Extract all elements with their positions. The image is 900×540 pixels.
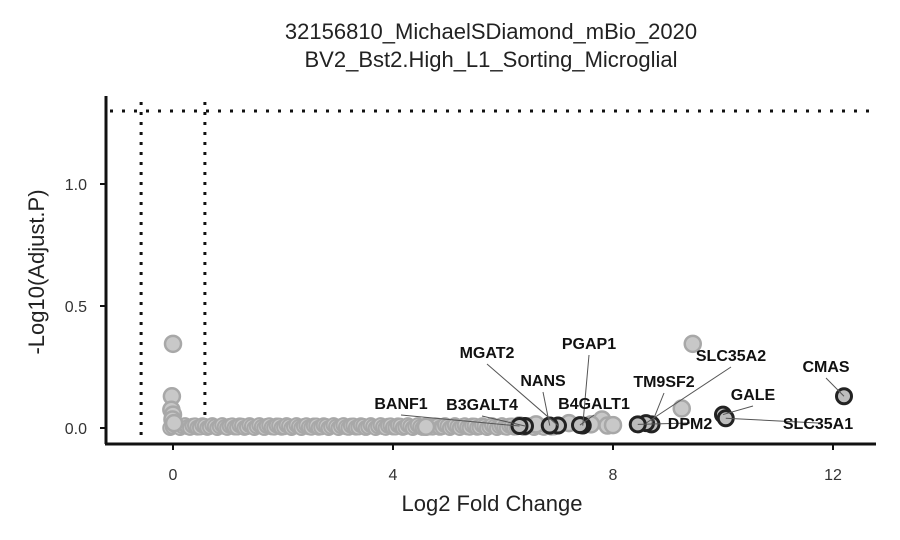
connector-b4galt1 (579, 414, 595, 426)
gene-label-mgat2: MGAT2 (460, 345, 515, 362)
chart-subtitle: BV2_Bst2.High_L1_Sorting_Microglial (304, 47, 678, 72)
gene-labels: MGAT2NANSPGAP1B4GALT1B3GALT4BANF1TM9SF2S… (374, 336, 853, 433)
connector-nans (542, 391, 551, 426)
data-point (163, 334, 183, 354)
chart-title: 32156810_MichaelSDiamond_mBio_2020 (284, 19, 698, 44)
y-axis-title: -Log10(Adjust.P) (24, 189, 49, 354)
axes: 0 4 8 12 0.0 0.5 1.0 (65, 96, 876, 484)
threshold-lines (110, 102, 876, 442)
data-point (603, 415, 623, 435)
connector-b3galt4 (481, 415, 526, 427)
x-tick-label: 0 (169, 467, 178, 484)
y-tick-label: 1.0 (65, 177, 87, 194)
y-tick-label: 0.5 (65, 299, 87, 316)
gene-label-banf1: BANF1 (374, 396, 427, 413)
x-axis-title: Log2 Fold Change (401, 491, 582, 516)
gene-label-slc35a1: SLC35A1 (783, 416, 853, 433)
y-tick-label: 0.0 (65, 421, 87, 438)
connector-gale (722, 405, 754, 416)
connector-mgat2 (486, 363, 559, 426)
connector-cmas (825, 377, 845, 397)
x-tick-label: 8 (609, 467, 618, 484)
connector-tm9sf2 (651, 392, 665, 425)
gene-label-tm9sf2: TM9SF2 (633, 374, 694, 391)
data-point (672, 399, 691, 418)
gene-label-b4galt1: B4GALT1 (558, 396, 630, 413)
data-points (162, 334, 853, 437)
data-point (164, 413, 184, 433)
connector-dpm2 (637, 422, 691, 425)
x-tick-label: 12 (824, 467, 842, 484)
gene-label-dpm2: DPM2 (668, 416, 713, 433)
data-point (416, 417, 436, 437)
gene-label-gale: GALE (731, 387, 776, 404)
gene-label-cmas: CMAS (802, 359, 849, 376)
connector-slc35a2 (645, 366, 732, 424)
connector-banf1 (400, 414, 520, 427)
connector-slc35a1 (725, 417, 819, 424)
gene-label-b3galt4: B3GALT4 (446, 397, 518, 414)
gene-label-slc35a2: SLC35A2 (696, 348, 766, 365)
gene-label-nans: NANS (520, 373, 566, 390)
gene-label-pgap1: PGAP1 (562, 336, 616, 353)
connector-pgap1 (582, 354, 590, 426)
data-point (683, 334, 702, 354)
label-connectors (400, 354, 845, 427)
x-tick-label: 4 (389, 467, 398, 484)
